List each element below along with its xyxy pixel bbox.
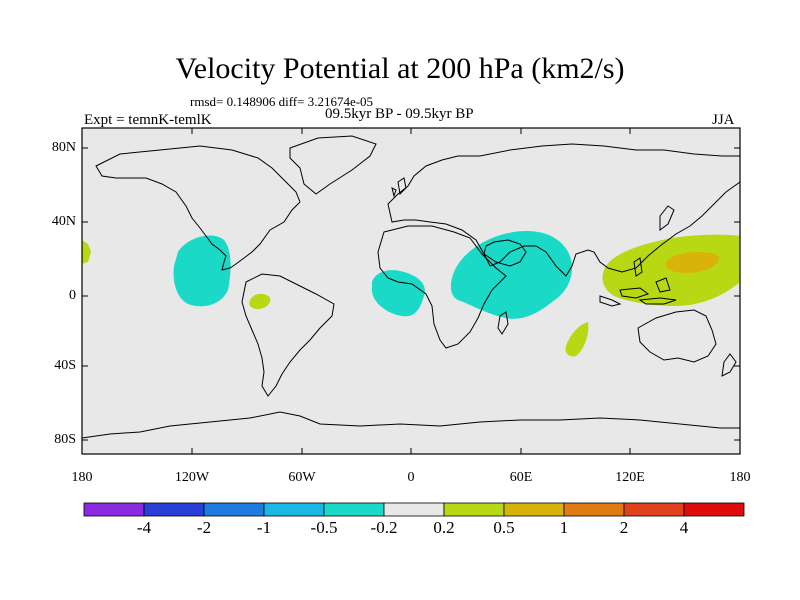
colorbar-label: -0.5 xyxy=(310,518,338,537)
lon-label-60e: 60E xyxy=(509,470,533,485)
contour-negative-mexico xyxy=(173,235,231,307)
lon-label-180w: 180 xyxy=(71,470,93,485)
colorbar-label: 1 xyxy=(559,518,569,537)
lat-label-40s: 40S xyxy=(54,358,76,373)
colorbar-label: -1 xyxy=(256,518,272,537)
colorbar-swatch xyxy=(143,502,205,517)
colorbar-label: 4 xyxy=(679,518,689,537)
contour-positive-south-indian xyxy=(565,322,589,357)
contour-negative-west-africa xyxy=(372,270,425,317)
colorbar-swatch xyxy=(323,502,385,517)
colorbar-label: 2 xyxy=(619,518,629,537)
colorbar-label: 0.2 xyxy=(433,518,455,537)
colorbar-swatch xyxy=(623,502,685,517)
map-title: Velocity Potential at 200 hPa (km2/s) xyxy=(175,52,625,85)
colorbar-label: -0.2 xyxy=(370,518,398,537)
colorbar-swatch xyxy=(83,502,145,517)
contour-positive-colombia xyxy=(249,293,271,310)
coastlines xyxy=(81,135,741,439)
contour-positive-west-edge xyxy=(82,240,91,264)
lat-label-0: 0 xyxy=(69,288,76,303)
lon-label-120e: 120E xyxy=(615,470,645,485)
colorbar xyxy=(83,502,745,517)
season-label: JJA xyxy=(712,112,735,128)
colorbar-swatch xyxy=(263,502,325,517)
period-label: 09.5kyr BP - 09.5kyr BP xyxy=(325,106,474,122)
colorbar-swatch xyxy=(683,502,745,517)
axis-ticks xyxy=(81,128,741,454)
experiment-label: Expt = temnK-temlK xyxy=(84,112,212,128)
colorbar-swatch xyxy=(383,502,445,517)
lon-label-180e: 180 xyxy=(729,470,751,485)
lat-label-80n: 80N xyxy=(51,140,76,155)
colorbar-swatch xyxy=(503,502,565,517)
lon-label-60w: 60W xyxy=(288,470,316,485)
colorbar-swatch xyxy=(563,502,625,517)
lat-label-80s: 80S xyxy=(54,432,76,447)
colorbar-label: -4 xyxy=(136,518,152,537)
lon-label-0: 0 xyxy=(407,470,415,485)
colorbar-swatch xyxy=(443,502,505,517)
lon-label-120w: 120W xyxy=(174,470,210,485)
colorbar-label: -2 xyxy=(196,518,212,537)
contour-strong-west-pacific xyxy=(665,252,719,273)
stats-line: rmsd= 0.148906 diff= 3.21674e-05 xyxy=(190,94,374,109)
colorbar-swatch xyxy=(203,502,265,517)
colorbar-label: 0.5 xyxy=(493,518,515,537)
lat-label-40n: 40N xyxy=(51,214,76,229)
